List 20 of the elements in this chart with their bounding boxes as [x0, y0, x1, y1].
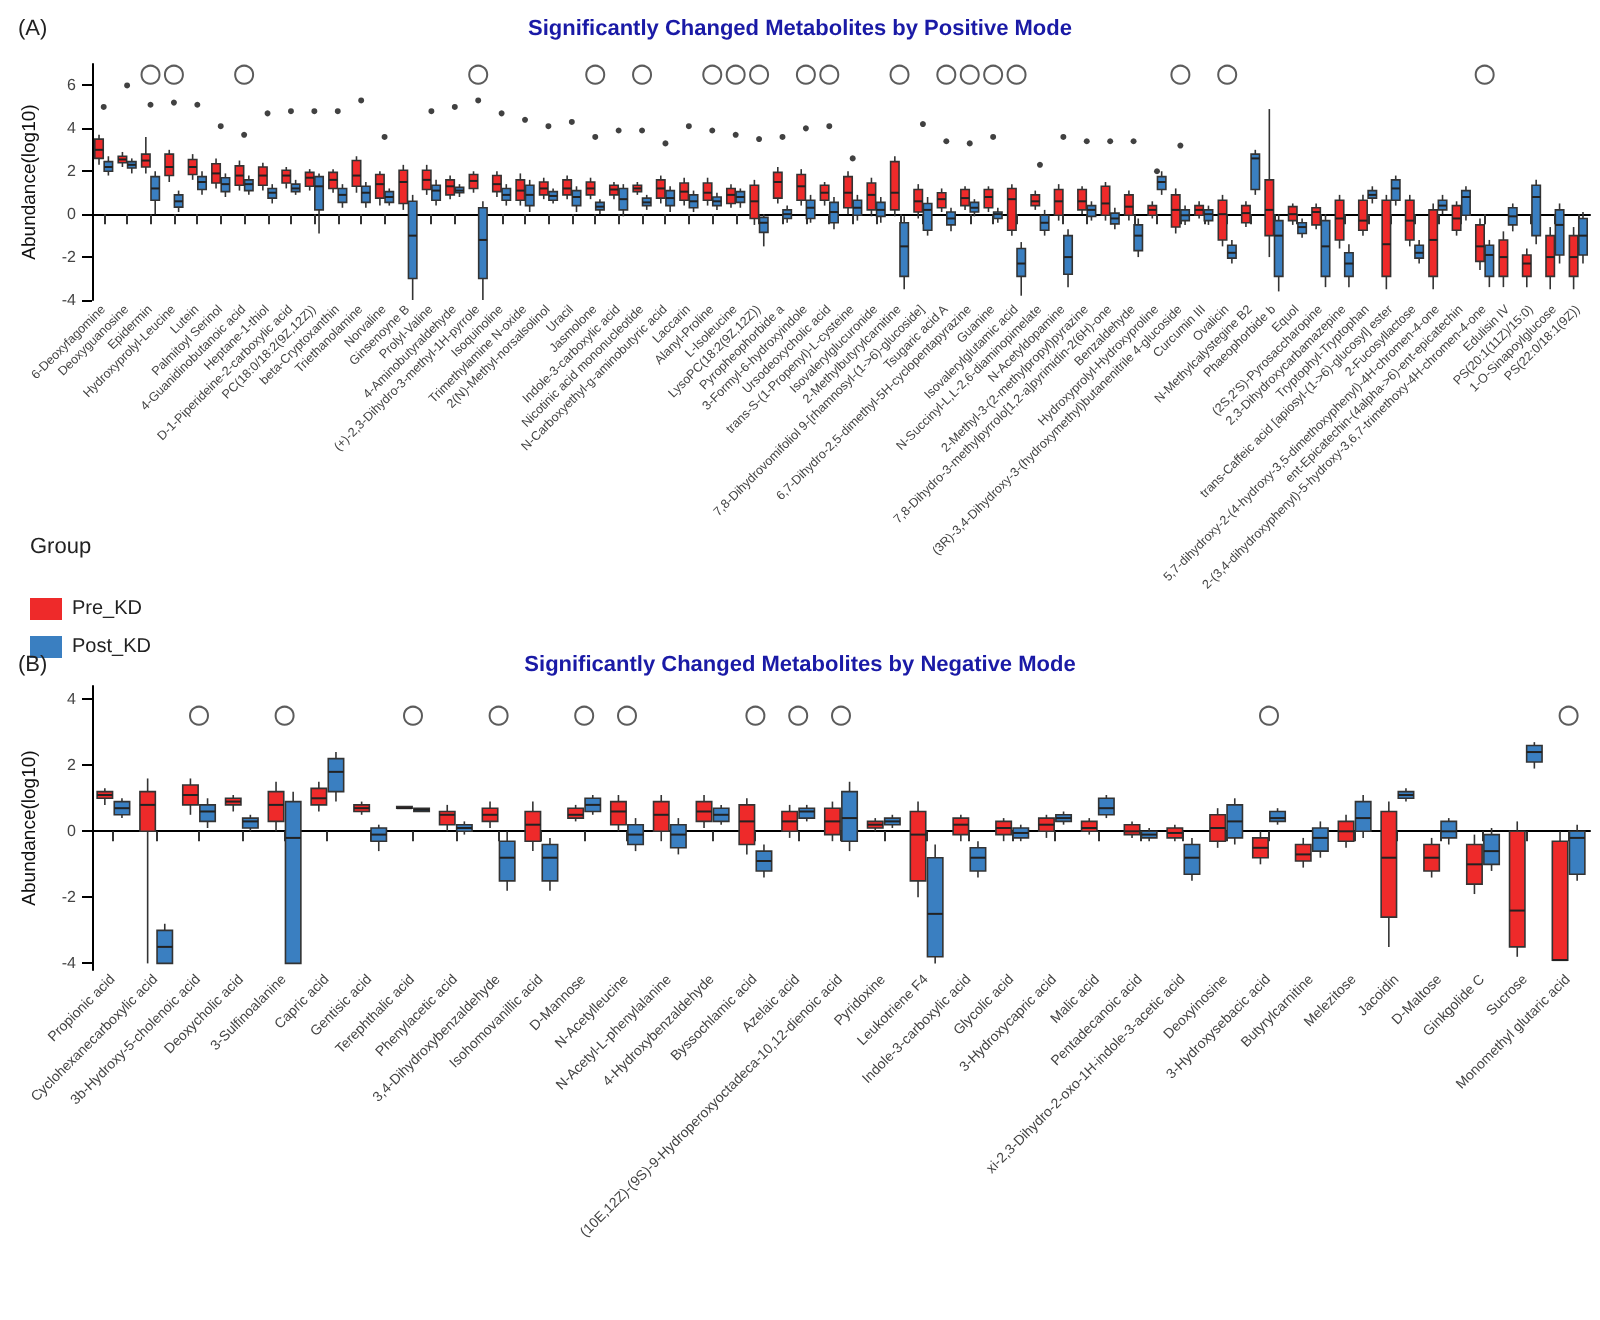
legend-title: Group [30, 535, 92, 559]
y-tick-label: -2 [61, 888, 78, 907]
chart-title: Significantly Changed Metabolites by Negative Mode [524, 653, 1076, 677]
y-tick-label: 6 [67, 76, 78, 95]
legend-label: Pre_KD [72, 598, 143, 620]
y-axis-title: Abundance(log10) [18, 750, 41, 906]
y-tick-label: 0 [67, 822, 78, 841]
y-tick-label: 4 [67, 119, 78, 138]
text: (B) [18, 653, 48, 677]
y-tick-label: -4 [61, 291, 78, 309]
y-tick-label: 2 [67, 162, 78, 181]
y-axis-title: Abundance(log10) [18, 104, 41, 260]
y-tick-label: 0 [67, 205, 78, 224]
legend-label: Post_KD [72, 636, 151, 658]
y-tick-label: 4 [67, 690, 78, 709]
text: (A) [18, 17, 48, 41]
chart-title: Significantly Changed Metabolites by Positive Mode [528, 17, 1072, 41]
y-tick-label: -2 [61, 248, 78, 267]
y-tick-label: 2 [67, 756, 78, 775]
y-tick-label: -4 [61, 954, 78, 973]
